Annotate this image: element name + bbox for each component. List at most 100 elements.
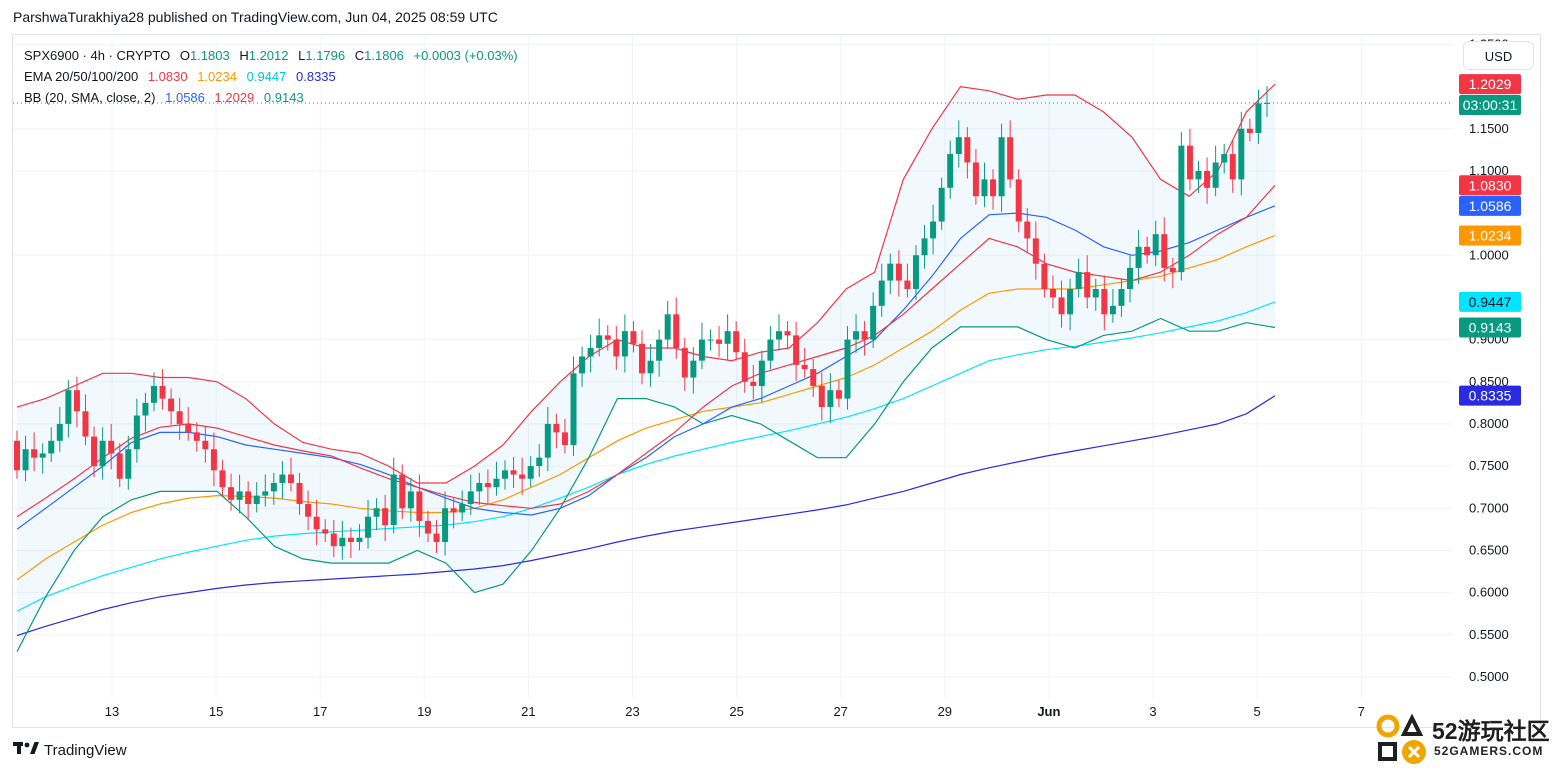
candle-body [1186,145,1193,180]
x-tick-label: Jun [1037,704,1060,719]
candle-body [998,137,1005,197]
bb-upper-value: 1.2029 [214,90,255,105]
candle-body [330,533,337,547]
high-value: 1.2012 [248,48,289,63]
candle-body [758,360,765,386]
candle-body [853,331,860,340]
candle-body [698,339,705,361]
candle-body [921,238,928,256]
candle-body [1161,234,1168,268]
candle-body [185,423,192,433]
candle-body [416,491,423,521]
candle-body [1101,288,1108,315]
legend-ohlc-row: SPX6900 · 4h · CRYPTO O1.1803 H1.2012 L1… [24,45,524,66]
candle-body [270,482,277,492]
y-tick-label: 0.8000 [1469,416,1509,431]
close-key: C [354,48,365,63]
candle-body [116,453,123,479]
symbol-label: SPX6900 · 4h · CRYPTO [24,48,171,63]
tradingview-logo-icon [13,741,39,759]
candle-body [1135,246,1142,268]
candle-body [613,339,620,357]
change-value: +0.0003 (+0.03%) [413,48,518,63]
candle-body [707,339,714,341]
candle-body [818,385,825,408]
candle-body [262,491,269,496]
candle-body [690,360,697,378]
candle-body [1221,154,1228,163]
candle-body [844,339,851,399]
candle-body [450,508,457,513]
axis-tag-text: 0.8335 [1469,388,1512,404]
candle-body [39,453,46,458]
candle-body [424,520,431,534]
candle-body [347,537,354,542]
candle-body [724,331,731,344]
ema100-line [16,301,1276,612]
candle-body [733,331,740,353]
candle-body [219,470,226,488]
candle-body [972,162,979,197]
candle-body [305,504,312,517]
candle-body [442,508,449,542]
candle-body [210,449,217,471]
legend-bb-row: BB (20, SMA, close, 2) 1.0586 1.2029 0.9… [24,87,524,108]
candle-body [245,491,252,505]
candle-body [955,137,962,155]
axis-tag-bg [1459,385,1521,406]
candle-body [322,529,329,534]
candle-body [990,179,997,197]
candle-body [14,440,20,471]
x-tick-label: 29 [938,704,952,719]
ema100-value: 0.9447 [246,69,287,84]
axis-tag-bg [1459,225,1521,246]
candle-body [1092,288,1099,298]
currency-button[interactable]: USD [1463,41,1534,70]
candle-body [835,390,842,399]
bb-fill-area [17,84,1275,652]
candle-body [493,478,500,488]
candle-body [681,348,688,378]
countdown-tag-bg [1459,94,1521,115]
grid [13,36,1453,698]
ema200-value: 0.8335 [296,69,336,84]
candle-body [56,423,63,441]
x-tick-label: 19 [417,704,431,719]
candle-body [579,356,586,374]
candle-body [553,423,560,433]
candle-body [810,369,817,386]
candle-body [1195,170,1202,180]
candle-body [73,390,80,412]
x-tick-label: 15 [209,704,223,719]
candle-body [716,339,723,344]
candle-body [459,504,466,513]
tradingview-brand[interactable]: TradingView [13,741,127,759]
price-axis: 1.25001.15001.10001.00000.90000.85000.80… [1469,36,1509,683]
bb-basis-line [16,205,1276,530]
axis-tag-text: 0.9143 [1469,320,1512,336]
candle-body [108,440,115,454]
candle-body [1264,102,1270,104]
chart-legend: SPX6900 · 4h · CRYPTO O1.1803 H1.2012 L1… [24,45,524,108]
candle-body [1058,297,1065,315]
candle-body [31,449,38,458]
candle-body [484,482,491,488]
x-tick-label: 13 [105,704,119,719]
candle-body [373,508,380,517]
candle-body [664,314,671,340]
candle-body [938,187,945,222]
candle-body [1075,272,1082,289]
ema20-value: 1.0830 [147,69,188,84]
candle-body [1109,305,1116,315]
candle-body [1032,238,1039,264]
candle-body [22,449,29,471]
candle-body [964,137,971,163]
y-tick-label: 0.7000 [1469,500,1509,515]
candle-body [228,487,235,500]
bb-basis-value: 1.0586 [165,90,205,105]
candle-body [142,402,149,416]
candle-body [639,343,645,374]
bollinger-band-fill [17,84,1275,652]
legend-ema-row: EMA 20/50/100/200 1.0830 1.0234 0.9447 0… [24,66,524,87]
